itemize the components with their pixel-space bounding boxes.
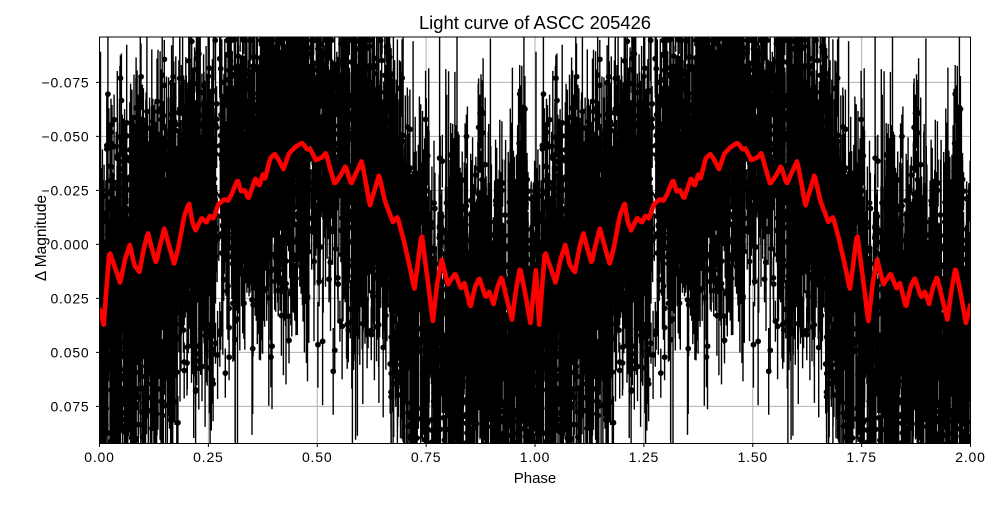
svg-text:1.75: 1.75 [846, 449, 876, 465]
svg-text:0.75: 0.75 [411, 449, 441, 465]
svg-text:Phase: Phase [514, 470, 557, 487]
svg-text:0.000: 0.000 [50, 236, 89, 252]
svg-text:1.50: 1.50 [738, 449, 768, 465]
svg-text:−0.075: −0.075 [41, 74, 89, 90]
svg-text:0.075: 0.075 [50, 398, 89, 414]
svg-text:1.25: 1.25 [629, 449, 659, 465]
svg-text:Light curve of ASCC 205426: Light curve of ASCC 205426 [419, 12, 651, 33]
svg-text:0.00: 0.00 [84, 449, 114, 465]
svg-text:0.25: 0.25 [193, 449, 223, 465]
svg-text:0.50: 0.50 [302, 449, 332, 465]
svg-text:0.050: 0.050 [50, 344, 89, 360]
svg-text:−0.025: −0.025 [41, 182, 89, 198]
svg-text:2.00: 2.00 [955, 449, 985, 465]
svg-text:−0.050: −0.050 [41, 128, 89, 144]
svg-text:Δ Magnitude: Δ Magnitude [33, 195, 50, 281]
svg-text:0.025: 0.025 [50, 290, 89, 306]
svg-text:1.00: 1.00 [520, 449, 550, 465]
